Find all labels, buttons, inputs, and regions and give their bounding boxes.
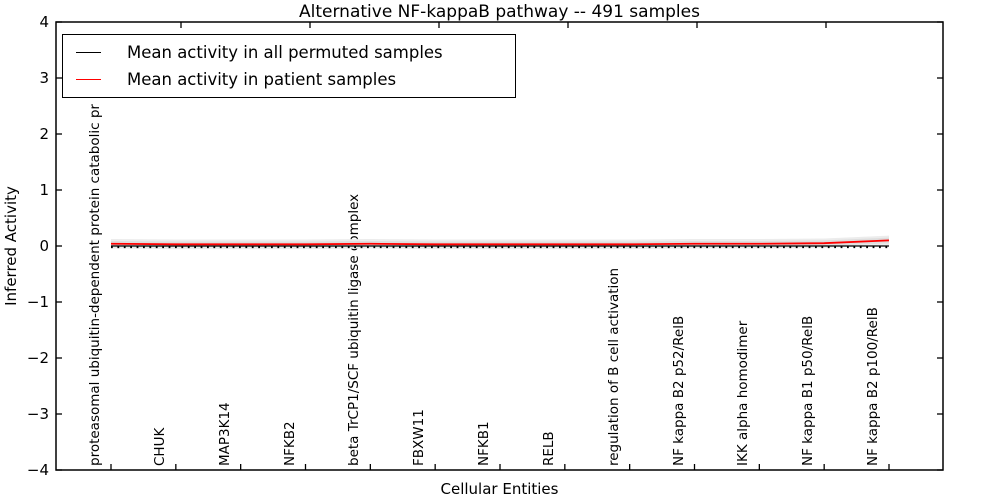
y-tick-label: −1 [26,293,49,311]
y-tick-label: −2 [26,349,49,367]
patient-line-sample-icon [76,79,101,80]
legend-item-permuted: Mean activity in all permuted samples [63,43,515,62]
y-tick-label: 0 [39,237,49,255]
chart-title: Alternative NF-kappaB pathway -- 491 sam… [299,2,700,22]
y-tick-label: 2 [39,125,49,143]
patient-mean-line [110,239,890,246]
legend-label-patient: Mean activity in patient samples [127,70,397,89]
y-tick-label: 4 [39,13,49,31]
legend-label-permuted: Mean activity in all permuted samples [127,43,443,62]
y-tick-label: 3 [39,69,49,87]
legend: Mean activity in all permuted samples Me… [62,34,516,98]
y-tick-label: −3 [26,405,49,423]
x-axis-label: Cellular Entities [440,480,559,498]
permuted-line-sample-icon [76,52,101,53]
legend-item-patient: Mean activity in patient samples [63,70,515,89]
y-tick-label: −4 [26,461,49,479]
y-tick-label: 1 [39,181,49,199]
